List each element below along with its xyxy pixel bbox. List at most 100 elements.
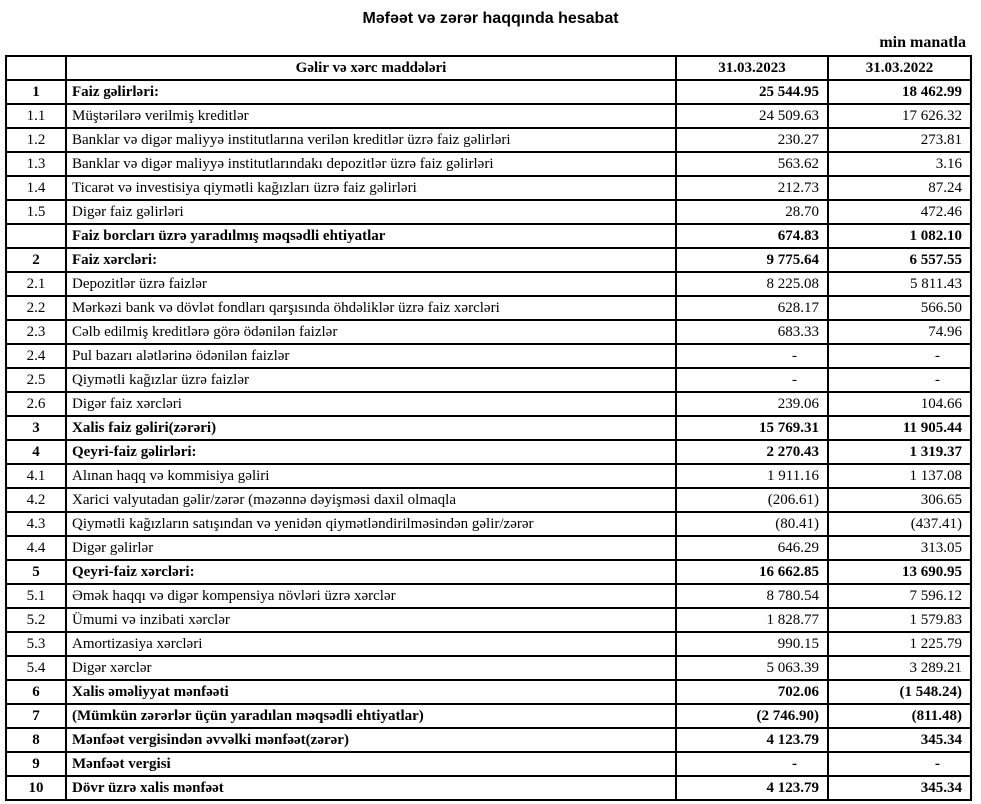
row-label: Digər gəlirlər — [65, 535, 677, 561]
row-value-2022: 1 319.37 — [827, 439, 972, 465]
row-label: Qeyri-faiz gəlirləri: — [65, 439, 677, 465]
table-row: 6 Xalis əməliyyat mənfəəti 702.06 (1 548… — [5, 679, 972, 705]
row-value-2023: 8 225.08 — [675, 271, 829, 297]
row-label: Digər faiz xərcləri — [65, 391, 677, 417]
table-row: 4 Qeyri-faiz gəlirləri: 2 270.43 1 319.3… — [5, 439, 972, 465]
row-label: Dövr üzrə xalis mənfəət — [65, 775, 677, 801]
row-value-2023: (80.41) — [675, 511, 829, 537]
table-row: 4.4 Digər gəlirlər 646.29 313.05 — [5, 535, 972, 561]
row-value-2022: 1 579.83 — [827, 607, 972, 633]
row-value-2022: 6 557.55 — [827, 247, 972, 273]
table-row: 10 Dövr üzrə xalis mənfəət 4 123.79 345.… — [5, 775, 972, 801]
row-label: Mənfəət vergisindən əvvəlki mənfəət(zərə… — [65, 727, 677, 753]
row-value-2023: 990.15 — [675, 631, 829, 657]
row-value-2022: 472.46 — [827, 199, 972, 225]
table-row: 5.4 Digər xərclər 5 063.39 3 289.21 — [5, 655, 972, 681]
row-number — [5, 223, 67, 249]
row-value-2022: 3 289.21 — [827, 655, 972, 681]
row-value-2023: (206.61) — [675, 487, 829, 513]
row-value-2023: 2 270.43 — [675, 439, 829, 465]
row-label: Xalis əməliyyat mənfəəti — [65, 679, 677, 705]
row-value-2022: (1 548.24) — [827, 679, 972, 705]
table-row: 4.1 Alınan haqq və kommisiya gəliri 1 91… — [5, 463, 972, 489]
row-number: 1 — [5, 79, 67, 105]
row-value-2022: 5 811.43 — [827, 271, 972, 297]
row-number: 4.4 — [5, 535, 67, 561]
row-label: Mərkəzi bank və dövlət fondları qarşısın… — [65, 295, 677, 321]
row-number: 2.4 — [5, 343, 67, 369]
table-row: 3 Xalis faiz gəliri(zərəri) 15 769.31 11… — [5, 415, 972, 441]
row-value-2023: - — [675, 343, 829, 369]
table-row: 8 Mənfəət vergisindən əvvəlki mənfəət(zə… — [5, 727, 972, 753]
row-value-2023: 628.17 — [675, 295, 829, 321]
row-value-2023: 683.33 — [675, 319, 829, 345]
row-number: 7 — [5, 703, 67, 729]
row-number: 8 — [5, 727, 67, 753]
row-label: Xarici valyutadan gəlir/zərər (məzənnə d… — [65, 487, 677, 513]
table-row: Faiz borcları üzrə yaradılmış məqsədli e… — [5, 223, 972, 249]
header-cell-number — [5, 55, 67, 81]
table-row: 1 Faiz gəlirləri: 25 544.95 18 462.99 — [5, 79, 972, 105]
income-statement-table: Gəlir və xərc maddələri 31.03.2023 31.03… — [5, 55, 972, 801]
header-cell-date-2022: 31.03.2022 — [827, 55, 972, 81]
row-value-2022: 3.16 — [827, 151, 972, 177]
row-value-2022: 87.24 — [827, 175, 972, 201]
header-row: Gəlir və xərc maddələri 31.03.2023 31.03… — [5, 55, 972, 81]
table-row: 4.2 Xarici valyutadan gəlir/zərər (məzən… — [5, 487, 972, 513]
row-value-2022: - — [827, 751, 972, 777]
row-number: 1.3 — [5, 151, 67, 177]
table-row: 1.1 Müştərilərə verilmiş kreditlər 24 50… — [5, 103, 972, 129]
row-value-2022: 13 690.95 — [827, 559, 972, 585]
row-value-2022: 566.50 — [827, 295, 972, 321]
row-number: 2.2 — [5, 295, 67, 321]
row-value-2022: 1 137.08 — [827, 463, 972, 489]
row-number: 10 — [5, 775, 67, 801]
row-value-2022: 7 596.12 — [827, 583, 972, 609]
table-row: 5.2 Ümumi və inzibati xərclər 1 828.77 1… — [5, 607, 972, 633]
row-value-2023: 8 780.54 — [675, 583, 829, 609]
row-value-2022: 313.05 — [827, 535, 972, 561]
row-label: Amortizasiya xərcləri — [65, 631, 677, 657]
row-value-2022: (437.41) — [827, 511, 972, 537]
table-row: 5 Qeyri-faiz xərcləri: 16 662.85 13 690.… — [5, 559, 972, 585]
row-value-2022: 345.34 — [827, 727, 972, 753]
row-label: Pul bazarı alətlərinə ödənilən faizlər — [65, 343, 677, 369]
row-value-2023: 674.83 — [675, 223, 829, 249]
header-cell-items: Gəlir və xərc maddələri — [65, 55, 677, 81]
row-number: 4 — [5, 439, 67, 465]
row-label: Müştərilərə verilmiş kreditlər — [65, 103, 677, 129]
row-value-2022: 17 626.32 — [827, 103, 972, 129]
row-number: 1.1 — [5, 103, 67, 129]
header-cell-date-2023: 31.03.2023 — [675, 55, 829, 81]
table-row: 1.2 Banklar və digər maliyyə institutlar… — [5, 127, 972, 153]
row-number: 5 — [5, 559, 67, 585]
row-label: Ticarət və investisiya qiymətli kağızlar… — [65, 175, 677, 201]
row-value-2023: 25 544.95 — [675, 79, 829, 105]
table-row: 2 Faiz xərcləri: 9 775.64 6 557.55 — [5, 247, 972, 273]
row-value-2023: 646.29 — [675, 535, 829, 561]
table-row: 5.3 Amortizasiya xərcləri 990.15 1 225.7… — [5, 631, 972, 657]
row-label: Ümumi və inzibati xərclər — [65, 607, 677, 633]
row-label: Qiymətli kağızların satışından və yenidə… — [65, 511, 677, 537]
row-value-2022: 273.81 — [827, 127, 972, 153]
row-label: Faiz gəlirləri: — [65, 79, 677, 105]
row-number: 5.2 — [5, 607, 67, 633]
table-row: 1.5 Digər faiz gəlirləri 28.70 472.46 — [5, 199, 972, 225]
row-number: 5.4 — [5, 655, 67, 681]
row-value-2023: 15 769.31 — [675, 415, 829, 441]
table-body: 1 Faiz gəlirləri: 25 544.95 18 462.99 1.… — [5, 79, 972, 801]
row-label: Faiz xərcləri: — [65, 247, 677, 273]
row-value-2023: 1 911.16 — [675, 463, 829, 489]
row-value-2023: 4 123.79 — [675, 727, 829, 753]
row-value-2023: - — [675, 751, 829, 777]
row-value-2023: 28.70 — [675, 199, 829, 225]
row-value-2022: 74.96 — [827, 319, 972, 345]
row-value-2023: 4 123.79 — [675, 775, 829, 801]
row-number: 3 — [5, 415, 67, 441]
row-value-2022: 11 905.44 — [827, 415, 972, 441]
row-number: 6 — [5, 679, 67, 705]
row-value-2023: 16 662.85 — [675, 559, 829, 585]
row-number: 2.3 — [5, 319, 67, 345]
row-number: 5.3 — [5, 631, 67, 657]
row-value-2022: 306.65 — [827, 487, 972, 513]
